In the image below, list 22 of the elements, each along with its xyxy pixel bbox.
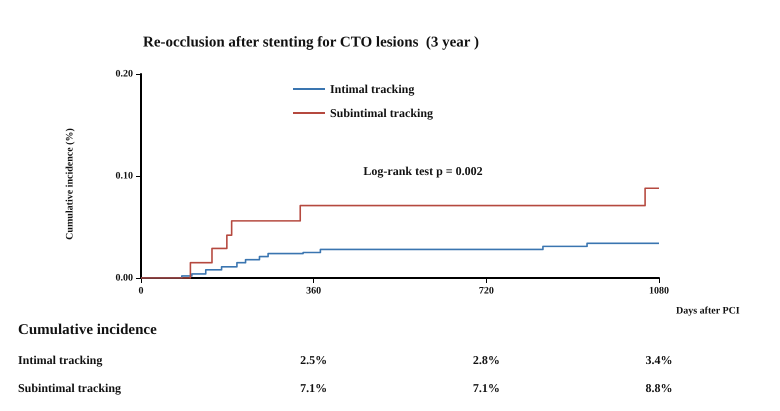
text: Cumulative incidence xyxy=(18,322,158,338)
text: 7.1% xyxy=(300,381,328,395)
text: Subintimal tracking xyxy=(18,381,122,395)
text: Intimal tracking xyxy=(18,353,102,367)
text: 3.4% xyxy=(646,353,672,367)
y-tick-label: 0.00 xyxy=(116,272,133,284)
legend-label: Subintimal tracking xyxy=(330,106,434,120)
y-tick-label: 0.20 xyxy=(116,68,133,80)
x-axis-title: Days after PCI xyxy=(676,306,740,316)
y-tick-label: 0.10 xyxy=(116,170,133,182)
text: 2.5% xyxy=(300,353,328,367)
x-tick-label: 720 xyxy=(478,286,494,296)
y-axis-title: Cumulative incidence (%) xyxy=(64,128,76,240)
chart-title: Re-occlusion after stenting for CTO lesions (3 year ) xyxy=(143,34,479,50)
text: 7.1% xyxy=(472,381,500,395)
x-tick-label: 1080 xyxy=(649,286,669,296)
x-tick-label: 360 xyxy=(306,286,322,296)
legend-label: Intimal tracking xyxy=(330,82,414,96)
annotation: Log-rank test p = 0.002 xyxy=(363,164,483,178)
text: 8.8% xyxy=(646,381,672,395)
text: 2.8% xyxy=(472,353,500,367)
x-tick-label: 0 xyxy=(138,286,144,296)
